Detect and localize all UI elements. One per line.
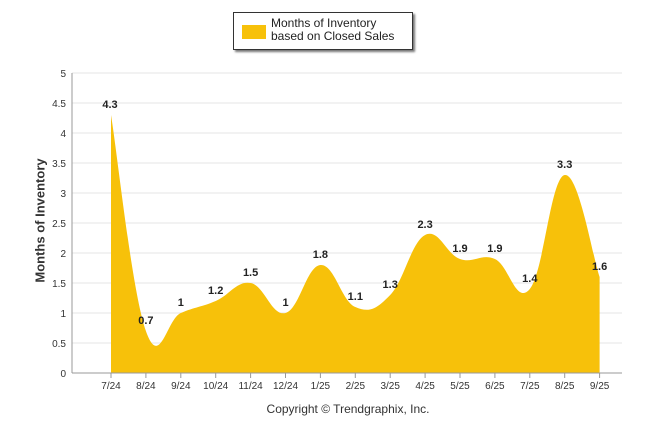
data-label: 1.9	[487, 243, 502, 255]
data-labels: 4.3 0.7 1 1.2 1.5 1 1.8 1.1 1.3 2.3 1.9 1.9 1.4 3.3 1.…	[102, 99, 607, 327]
y-tick-label: 4.5	[52, 99, 66, 110]
data-label: 0.7	[138, 315, 153, 327]
x-tick-label: 8/24	[136, 381, 156, 392]
y-tick-label: 1.5	[52, 279, 66, 290]
y-axis-title: Months of Inventory	[32, 158, 48, 283]
x-tick-label: 9/25	[590, 381, 610, 392]
x-tick-label: 5/25	[450, 381, 470, 392]
y-tick-label: 0	[60, 369, 66, 380]
y-tick-label: 1	[60, 309, 66, 320]
x-tick-label: 1/25	[311, 381, 331, 392]
data-label: 1.1	[348, 291, 363, 303]
x-tick-label: 8/25	[555, 381, 575, 392]
y-tick-label: 2	[60, 249, 66, 260]
area-series	[111, 115, 600, 373]
y-tick-label: 2.5	[52, 219, 66, 230]
data-label: 1.3	[383, 279, 398, 291]
legend: Months of Inventory based on Closed Sale…	[233, 12, 413, 50]
legend-label: Months of Inventory based on Closed Sale…	[271, 16, 395, 43]
data-label: 1.9	[452, 243, 467, 255]
x-tick-label: 9/24	[171, 381, 191, 392]
data-label: 1	[282, 297, 288, 309]
copyright-text: Copyright © Trendgraphix, Inc.	[266, 402, 430, 416]
legend-swatch	[242, 25, 266, 39]
data-label: 4.3	[102, 99, 117, 111]
data-label: 1.6	[592, 261, 607, 273]
y-tick-label: 3.5	[52, 159, 66, 170]
x-tick-label: 4/25	[415, 381, 435, 392]
gridlines	[72, 72, 622, 344]
x-tick-label: 6/25	[485, 381, 505, 392]
data-label: 2.3	[417, 219, 432, 231]
y-tick-label: 0.5	[52, 339, 66, 350]
y-tick-label: 4	[60, 129, 66, 140]
data-label: 1.4	[522, 273, 538, 285]
data-label: 1.2	[208, 285, 223, 297]
x-tick-label: 11/24	[238, 381, 263, 392]
data-label: 1.8	[313, 249, 328, 261]
data-label: 1	[178, 297, 184, 309]
x-tick-label: 7/24	[101, 381, 121, 392]
data-label: 3.3	[557, 159, 572, 171]
x-tick-label: 3/25	[380, 381, 400, 392]
x-tick-label: 12/24	[273, 381, 298, 392]
x-tick-label: 7/25	[520, 381, 540, 392]
axes: 00.511.522.533.544.557/24 8/24 9/24 10/24 11…	[52, 69, 622, 392]
y-tick-label: 5	[60, 69, 66, 80]
data-label: 1.5	[243, 267, 258, 279]
y-tick-label: 3	[60, 189, 66, 200]
x-tick-label: 2/25	[346, 381, 366, 392]
x-tick-label: 10/24	[203, 381, 228, 392]
area-fill	[111, 115, 600, 373]
